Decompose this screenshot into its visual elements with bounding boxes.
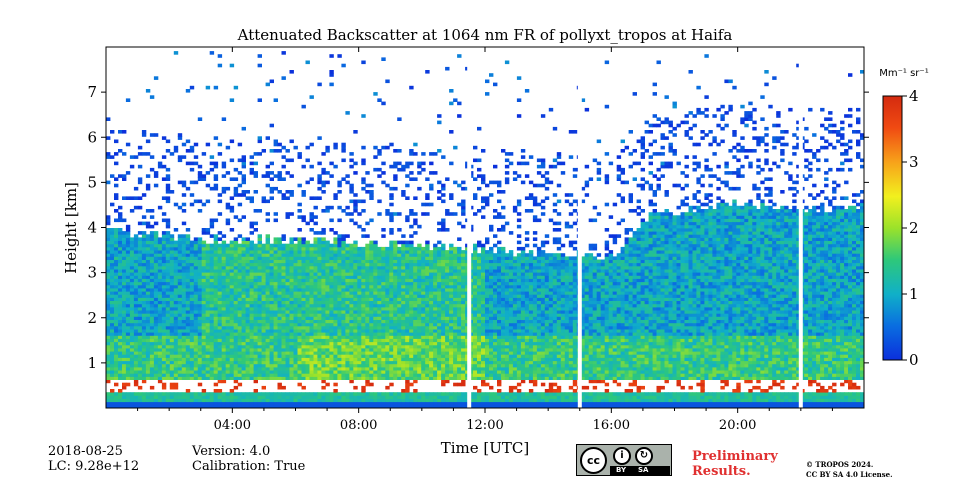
x-tick-label: 20:00 — [719, 418, 756, 433]
license-bar: BY SA — [610, 466, 670, 475]
data-gaps — [467, 47, 803, 408]
license-sa-label: SA — [638, 466, 649, 474]
y-tick-label: 7 — [87, 83, 97, 101]
colorbar-axis: 0 1 2 3 4 — [902, 87, 919, 369]
y-tick-label: 4 — [87, 219, 97, 237]
footer-calibration: Calibration: True — [192, 459, 306, 474]
backscatter-field — [106, 51, 864, 408]
copyright-line-1: © TROPOS 2024. — [806, 460, 874, 469]
colorbar-unit: Mm⁻¹ sr⁻¹ — [879, 68, 928, 79]
preliminary-line-2: Results. — [692, 464, 751, 479]
chart-title: Attenuated Backscatter at 1064 nm FR of … — [237, 26, 733, 44]
colorbar-tick-label: 2 — [909, 219, 919, 237]
cc-icon: cc — [580, 447, 607, 474]
plot-area — [106, 47, 864, 408]
colorbar-tick-label: 4 — [909, 87, 919, 105]
copyright-notice: © TROPOS 2024. CC BY SA 4.0 License. — [806, 460, 893, 480]
data-gap — [577, 47, 582, 408]
y-axis: 1 2 3 4 5 6 7 — [87, 83, 869, 372]
y-tick-label: 2 — [87, 309, 97, 327]
share-alike-icon: ↻ — [635, 447, 653, 465]
colorbar-tick-label: 3 — [909, 153, 919, 171]
y-tick-label: 1 — [87, 354, 97, 372]
colorbar-tick-label: 0 — [909, 351, 919, 369]
y-tick-label: 6 — [87, 128, 97, 146]
license-by-label: BY — [616, 466, 627, 474]
x-axis: 04:00 08:00 12:00 16:00 20:00 — [137, 47, 833, 433]
footer-lc: LC: 9.28e+12 — [48, 459, 140, 474]
footer-version: Version: 4.0 — [192, 444, 271, 459]
x-tick-label: 08:00 — [340, 418, 377, 433]
x-axis-label: Time [UTC] — [441, 439, 530, 457]
x-tick-label: 12:00 — [466, 418, 503, 433]
data-gap — [467, 47, 472, 408]
preliminary-notice: Preliminary Results. — [692, 449, 778, 479]
copyright-line-2: CC BY SA 4.0 License. — [806, 470, 893, 479]
preliminary-line-1: Preliminary — [692, 449, 778, 464]
x-tick-label: 16:00 — [593, 418, 630, 433]
y-tick-label: 3 — [87, 264, 97, 282]
colorbar-tick-label: 1 — [909, 285, 919, 303]
cc-license-badge: cc i ↻ BY SA — [576, 444, 672, 476]
data-gap — [798, 47, 803, 408]
x-tick-label: 04:00 — [214, 418, 251, 433]
person-icon: i — [613, 447, 631, 465]
footer-date: 2018-08-25 — [48, 444, 123, 459]
colorbar — [882, 95, 903, 361]
y-tick-label: 5 — [87, 173, 97, 191]
y-axis-label: Height [km] — [62, 182, 80, 274]
